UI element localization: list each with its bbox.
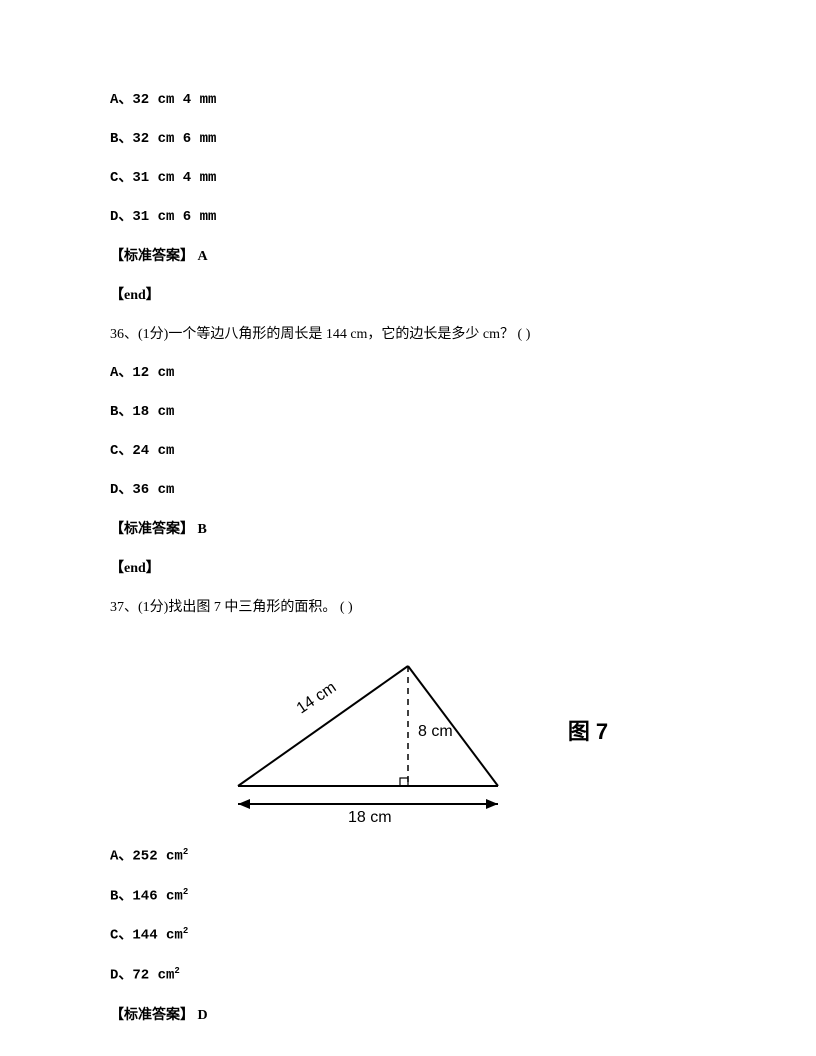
q36-option-c: C、24 cm [110, 441, 716, 462]
q36-answer: 【标准答案】 B [110, 519, 716, 540]
q35-answer: 【标准答案】 A [110, 246, 716, 267]
q35-end: 【end】 [110, 285, 716, 306]
sup-2: 2 [183, 847, 188, 857]
q37-option-c-text: C、144 cm [110, 928, 183, 944]
q37-option-c: C、144 cm2 [110, 925, 716, 947]
q37-stem: 37、(1分)找出图 7 中三角形的面积。 ( ) [110, 597, 716, 618]
q36-end: 【end】 [110, 558, 716, 579]
q35-option-b: B、32 cm 6 mm [110, 129, 716, 150]
q35-option-a: A、32 cm 4 mm [110, 90, 716, 111]
sup-2: 2 [183, 887, 188, 897]
q36-option-b: B、18 cm [110, 402, 716, 423]
q36-stem: 36、(1分)一个等边八角形的周长是 144 cm，它的边长是多少 cm？ ( … [110, 324, 716, 345]
figure-label: 图 7 [568, 715, 608, 748]
q37-option-a: A、252 cm2 [110, 846, 716, 868]
q37-option-a-text: A、252 cm [110, 849, 183, 865]
q35-option-c: C、31 cm 4 mm [110, 168, 716, 189]
height-label: 8 cm [418, 723, 453, 740]
sup-2: 2 [174, 966, 179, 976]
triangle-diagram: 14 cm 8 cm 18 cm [218, 636, 528, 826]
q37-figure-wrap: 14 cm 8 cm 18 cm 图 7 [110, 636, 716, 826]
q37-answer: 【标准答案】 D [110, 1005, 716, 1026]
q37-option-d-text: D、72 cm [110, 968, 174, 984]
q37-option-b-text: B、146 cm [110, 888, 183, 904]
q35-option-d: D、31 cm 6 mm [110, 207, 716, 228]
q37-option-b: B、146 cm2 [110, 886, 716, 908]
q36-option-a: A、12 cm [110, 363, 716, 384]
base-label: 18 cm [348, 809, 392, 826]
hypotenuse-label: 14 cm [294, 679, 340, 717]
sup-2: 2 [183, 926, 188, 936]
q37-option-d: D、72 cm2 [110, 965, 716, 987]
q36-option-d: D、36 cm [110, 480, 716, 501]
